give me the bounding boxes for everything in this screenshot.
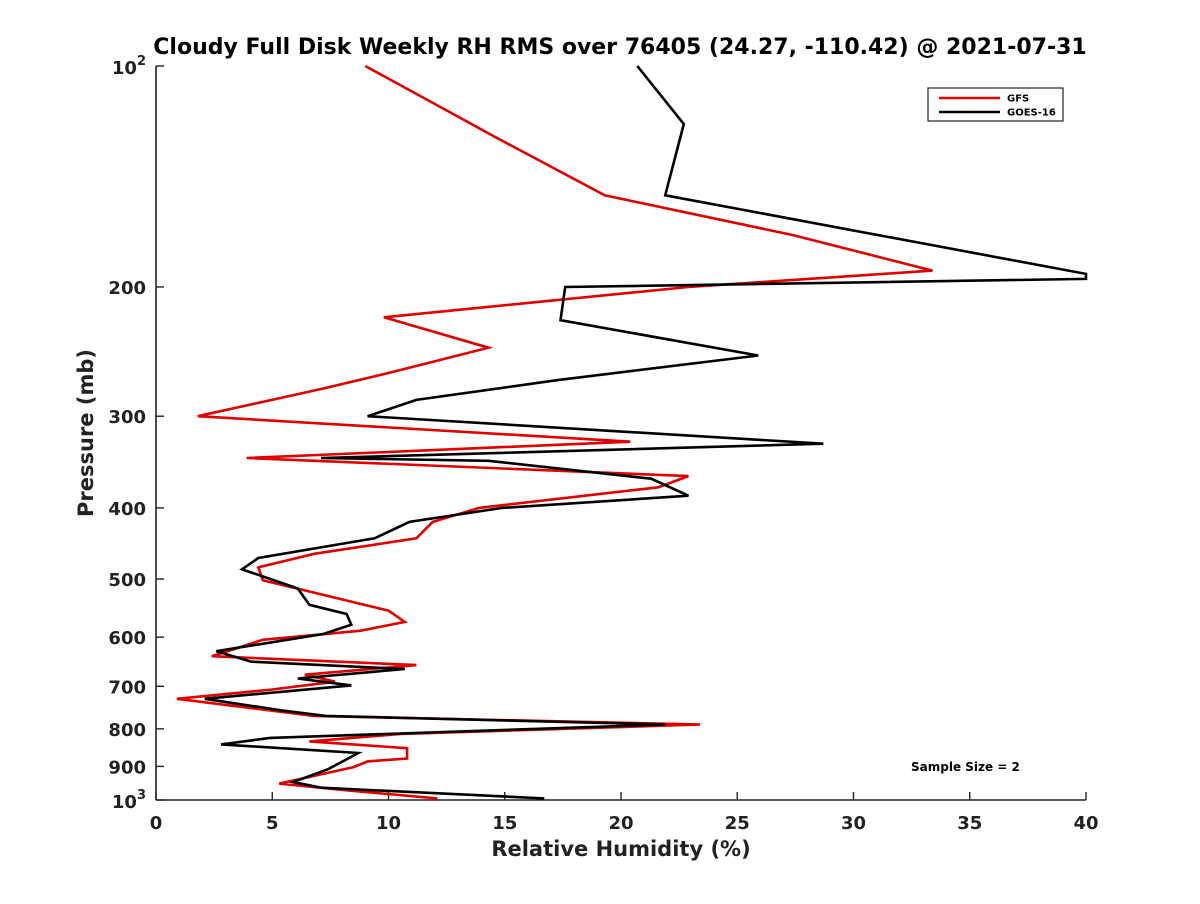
y-tick-exponent: 2 — [137, 54, 146, 69]
x-tick-label: 20 — [608, 813, 633, 834]
chart-title: Cloudy Full Disk Weekly RH RMS over 7640… — [153, 35, 1086, 60]
y-tick-label: 300 — [108, 407, 146, 428]
y-tick-label: 800 — [108, 720, 146, 741]
x-tick-label: 5 — [266, 813, 279, 834]
sample-size-annotation: Sample Size = 2 — [911, 760, 1020, 774]
y-tick-label: 200 — [108, 278, 146, 299]
y-tick-base: 10 — [112, 792, 137, 813]
x-axis-ticks: 0 5 10 15 20 25 30 35 40 — [150, 792, 1099, 834]
series-lines — [176, 64, 1088, 800]
y-tick-label: 600 — [108, 628, 146, 649]
x-axis-label: Relative Humidity (%) — [491, 837, 750, 861]
x-tick-label: 15 — [492, 813, 517, 834]
y-tick-base: 10 — [112, 58, 137, 79]
x-tick-label: 35 — [957, 813, 982, 834]
x-tick-label: 10 — [376, 813, 401, 834]
y-tick-exponent: 3 — [137, 788, 146, 803]
y-tick-label: 103 — [112, 788, 146, 813]
x-tick-label: 30 — [841, 813, 866, 834]
x-tick-label: 0 — [150, 813, 163, 834]
x-tick-label: 25 — [725, 813, 750, 834]
legend-label: GOES-16 — [1007, 108, 1056, 119]
y-tick-label: 102 — [112, 54, 146, 79]
series-line-gfs — [176, 64, 933, 800]
y-tick-label: 400 — [108, 499, 146, 520]
y-tick-label: 500 — [108, 570, 146, 591]
legend-box — [927, 87, 1064, 122]
series-line-goes-16 — [204, 65, 1088, 800]
legend-label: GFS — [1007, 94, 1029, 105]
x-tick-label: 40 — [1073, 813, 1098, 834]
legend: GFS GOES-16 — [927, 87, 1064, 122]
y-tick-label: 900 — [108, 757, 146, 778]
y-axis-label: Pressure (mb) — [74, 349, 98, 517]
y-tick-label: 700 — [108, 677, 146, 698]
